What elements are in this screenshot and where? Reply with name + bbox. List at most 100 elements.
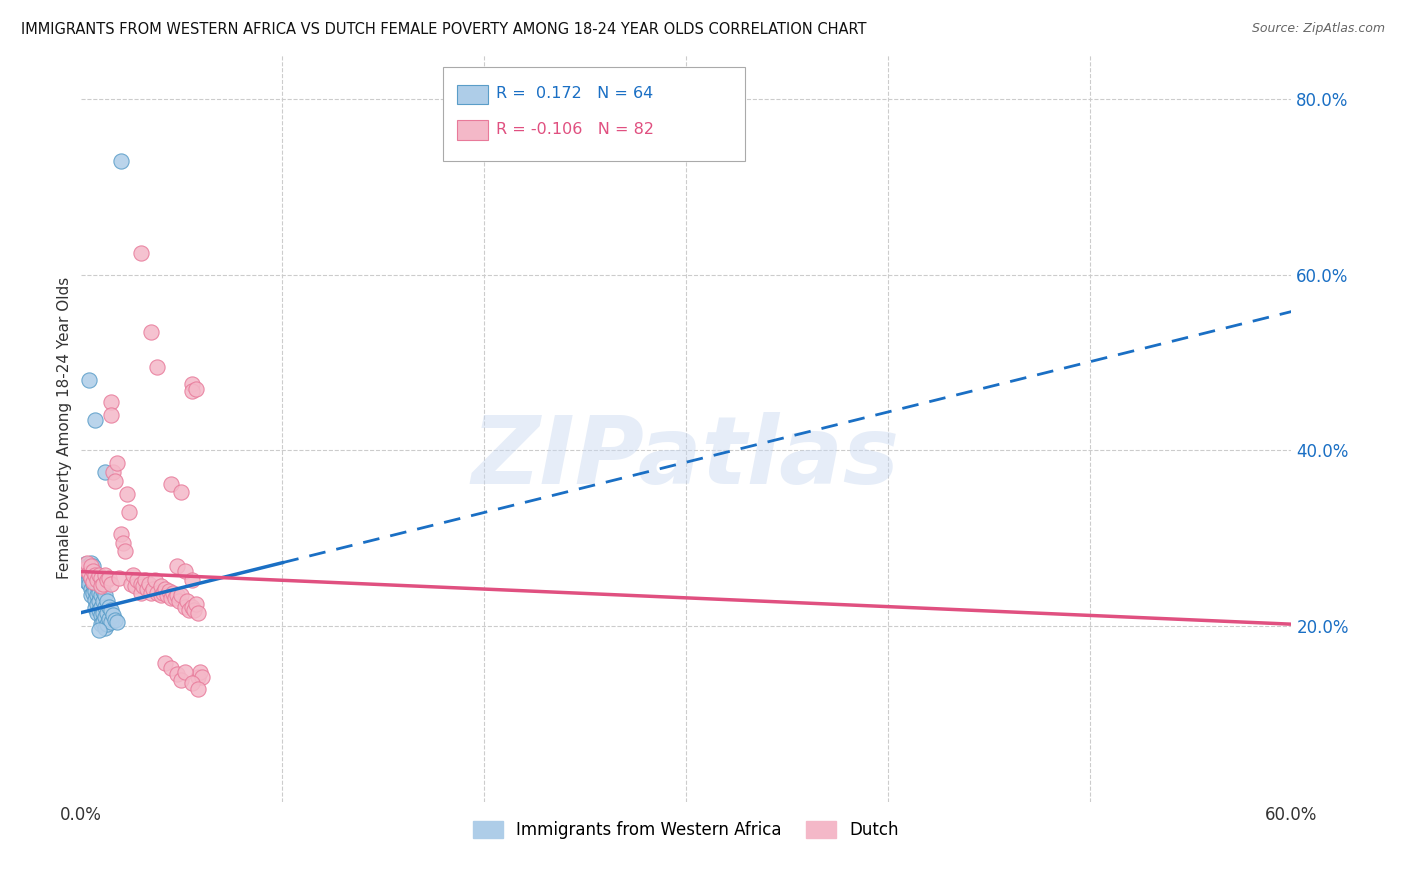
Point xyxy=(105,615,128,629)
Point xyxy=(100,576,122,591)
Point xyxy=(157,583,180,598)
Point xyxy=(72,562,94,576)
Point xyxy=(129,585,152,599)
Point xyxy=(87,585,110,599)
Point xyxy=(79,559,101,574)
Point xyxy=(104,474,127,488)
Point xyxy=(156,588,179,602)
Point xyxy=(96,594,118,608)
Y-axis label: Female Poverty Among 18-24 Year Olds: Female Poverty Among 18-24 Year Olds xyxy=(58,277,72,580)
Point xyxy=(129,245,152,260)
Point xyxy=(97,571,120,585)
Point xyxy=(160,591,183,605)
Point xyxy=(114,544,136,558)
Point xyxy=(82,575,104,590)
Point xyxy=(73,571,96,585)
Point xyxy=(155,656,177,670)
Point xyxy=(176,594,198,608)
Point xyxy=(79,565,101,579)
Point xyxy=(82,559,104,574)
Point xyxy=(87,624,110,638)
Point xyxy=(180,599,202,614)
Point xyxy=(86,588,108,602)
Point xyxy=(93,588,115,602)
Point xyxy=(77,576,100,591)
Point xyxy=(141,325,163,339)
Point xyxy=(79,582,101,596)
Point xyxy=(152,585,174,599)
Point xyxy=(90,579,112,593)
Point xyxy=(180,574,202,588)
Point xyxy=(101,465,124,479)
Point xyxy=(100,395,122,409)
Point xyxy=(82,565,104,579)
Point xyxy=(132,579,155,593)
Point xyxy=(83,568,105,582)
Point xyxy=(174,565,197,579)
Point xyxy=(150,579,173,593)
Point xyxy=(86,606,108,620)
Point xyxy=(93,465,115,479)
Point xyxy=(77,574,100,588)
Point xyxy=(170,485,193,500)
Point xyxy=(86,574,108,588)
Point xyxy=(79,588,101,602)
Point xyxy=(187,606,209,620)
Point xyxy=(91,615,114,629)
Point xyxy=(118,505,141,519)
Point xyxy=(83,601,105,615)
Point xyxy=(180,676,202,690)
Point xyxy=(160,476,183,491)
Point xyxy=(76,556,98,570)
Point xyxy=(83,412,105,426)
Point xyxy=(166,667,188,681)
Point xyxy=(77,562,100,576)
Point xyxy=(166,559,188,574)
Point xyxy=(79,571,101,585)
Point xyxy=(82,585,104,599)
Point xyxy=(73,562,96,576)
Point xyxy=(100,615,122,629)
Point xyxy=(165,591,187,605)
Point xyxy=(105,457,128,471)
Point xyxy=(160,661,183,675)
Point xyxy=(77,373,100,387)
Point xyxy=(76,568,98,582)
Text: ZIPatlas: ZIPatlas xyxy=(472,412,900,504)
Point xyxy=(146,359,169,374)
Point xyxy=(124,579,146,593)
Point xyxy=(76,565,98,579)
Point xyxy=(174,599,197,614)
Point xyxy=(125,574,148,588)
Point xyxy=(87,568,110,582)
Point xyxy=(86,579,108,593)
Point xyxy=(90,571,112,585)
Point xyxy=(93,599,115,614)
Point xyxy=(150,588,173,602)
Text: R = -0.106   N = 82: R = -0.106 N = 82 xyxy=(496,122,654,136)
Point xyxy=(97,599,120,614)
Point xyxy=(179,603,201,617)
Text: R =  0.172   N = 64: R = 0.172 N = 64 xyxy=(496,87,654,101)
Point xyxy=(142,582,165,596)
Point xyxy=(155,582,177,596)
Point xyxy=(83,583,105,598)
Point xyxy=(91,583,114,598)
Point xyxy=(90,588,112,602)
Point xyxy=(100,408,122,422)
Point xyxy=(96,617,118,632)
Point xyxy=(79,571,101,585)
Point xyxy=(73,558,96,572)
Point xyxy=(141,585,163,599)
Point xyxy=(93,568,115,582)
Point xyxy=(134,574,156,588)
Point xyxy=(100,603,122,617)
Point xyxy=(91,606,114,620)
Point xyxy=(180,377,202,392)
Point xyxy=(90,599,112,614)
Point xyxy=(86,571,108,585)
Point xyxy=(90,608,112,623)
Point xyxy=(143,574,166,588)
Point xyxy=(115,487,138,501)
Point xyxy=(87,594,110,608)
